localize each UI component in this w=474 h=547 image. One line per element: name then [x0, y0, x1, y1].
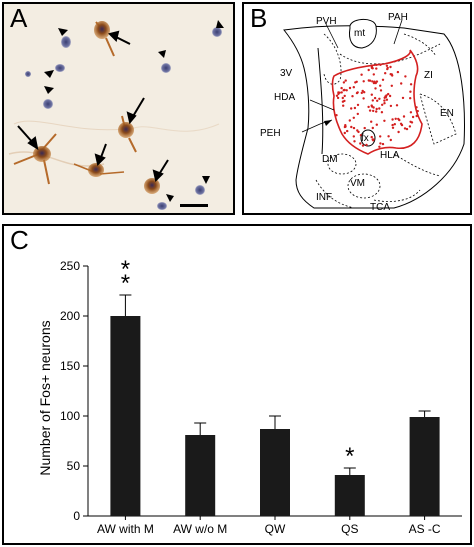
y-tick-label: 100 [60, 409, 80, 423]
panel-a-letter: A [10, 3, 28, 33]
x-tick-label-1: AW w/o M [173, 522, 227, 536]
y-tick-label: 50 [67, 459, 81, 473]
label-dm: DM [322, 154, 338, 165]
y-tick-label: 250 [60, 259, 80, 273]
chart-axes: 0 50 100 150 200 250 AW with M AW w/o M QW QS AS -… [60, 259, 462, 536]
x-tick-label-3: QS [341, 522, 358, 536]
bar-chart: Number of Fos+ neurons 0 50 100 150 200 250 AW… [37, 256, 462, 536]
atlas-drawing: PVH PAH mt 3V ZI HDA EN fx HLA PEH DM VM… [260, 12, 465, 213]
bar-3 [334, 475, 365, 516]
y-tick-label: 150 [60, 359, 80, 373]
significance-marker-0: * [121, 270, 130, 297]
y-tick-label: 200 [60, 309, 80, 323]
label-pah: PAH [388, 12, 408, 23]
x-tick-label-2: QW [265, 522, 286, 536]
fos-positive-neurons [13, 21, 160, 194]
x-tick-label-4: AS -C [409, 522, 441, 536]
significance-marker-0: * [121, 256, 130, 283]
hypothalamic-region-outline [331, 49, 423, 155]
fos-negative-nuclei [25, 27, 222, 210]
scale-bar [180, 204, 208, 207]
label-mt: mt [354, 28, 365, 39]
label-hla: HLA [380, 150, 400, 161]
y-axis-label: Number of Fos+ neurons [37, 320, 53, 475]
micrograph-image [4, 4, 233, 213]
label-zi: ZI [424, 70, 433, 81]
bar-4 [409, 417, 440, 516]
arrowhead-markers [44, 20, 224, 202]
bar-0 [110, 316, 141, 516]
panel-c-bar-chart: Number of Fos+ neurons 0 50 100 150 200 250 AW… [2, 224, 472, 545]
label-tca: TCA [370, 202, 390, 213]
arrow-markers [17, 30, 169, 182]
panel-c-letter: C [10, 225, 29, 255]
significance-marker-3: * [345, 443, 354, 470]
x-tick-label-0: AW with M [97, 522, 154, 536]
label-peh: PEH [260, 128, 281, 139]
label-3v: 3V [280, 68, 293, 79]
bar-1 [185, 435, 216, 516]
label-en: EN [440, 108, 454, 119]
fos-positive-dots [335, 63, 419, 148]
bar-2 [260, 429, 290, 516]
label-hda: HDA [274, 92, 295, 103]
panel-a-micrograph: A [2, 2, 235, 215]
label-pvh: PVH [316, 16, 337, 27]
panel-b-letter: B [250, 3, 268, 33]
label-fx: fx [361, 133, 369, 144]
label-inf: INF [316, 192, 332, 203]
y-tick-label: 0 [73, 509, 80, 523]
label-vm: VM [350, 178, 365, 189]
panel-b-atlas-schematic: PVH PAH mt 3V ZI HDA EN fx HLA PEH DM VM… [242, 2, 472, 215]
chart-bars: *** [110, 256, 440, 516]
